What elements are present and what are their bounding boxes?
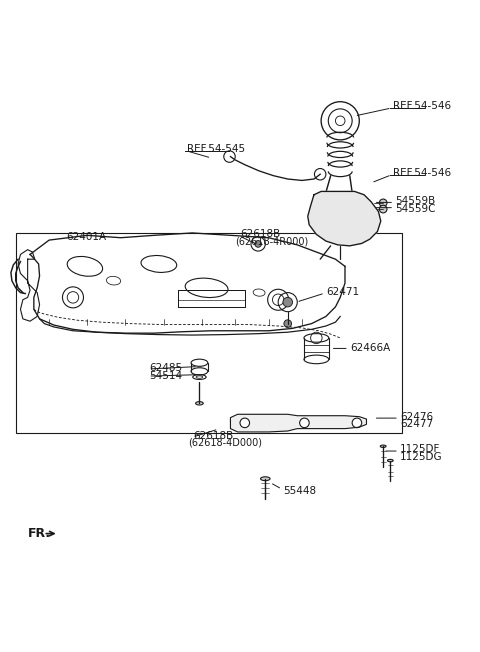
Circle shape: [283, 297, 292, 307]
Bar: [16, 233, 402, 434]
Circle shape: [240, 418, 250, 428]
Text: 54559B: 54559B: [395, 196, 435, 206]
Text: (62618-4R000): (62618-4R000): [235, 237, 309, 246]
Text: 62485: 62485: [149, 363, 182, 373]
Text: 62618B: 62618B: [240, 230, 280, 239]
Text: 55448: 55448: [283, 486, 316, 496]
Text: 62466A: 62466A: [350, 344, 390, 353]
Text: 1125DG: 1125DG: [400, 452, 443, 462]
Circle shape: [284, 319, 291, 327]
Text: 62618B: 62618B: [193, 431, 233, 441]
Ellipse shape: [387, 460, 393, 462]
Bar: [319, 192, 353, 201]
Text: REF.54-545: REF.54-545: [187, 145, 245, 155]
Circle shape: [255, 241, 262, 247]
Text: 54559C: 54559C: [395, 204, 435, 214]
Text: 1125DF: 1125DF: [400, 444, 440, 454]
Text: 54514: 54514: [149, 371, 182, 381]
Text: REF.54-546: REF.54-546: [393, 168, 451, 178]
Text: 62471: 62471: [326, 287, 359, 297]
Text: 62401A: 62401A: [66, 232, 106, 243]
Circle shape: [300, 418, 309, 428]
Text: REF.54-546: REF.54-546: [393, 102, 451, 111]
Ellipse shape: [196, 402, 203, 405]
Circle shape: [379, 199, 387, 207]
Ellipse shape: [261, 477, 270, 481]
Circle shape: [339, 214, 349, 224]
Text: 62476: 62476: [400, 411, 433, 422]
Circle shape: [335, 209, 354, 228]
Circle shape: [352, 418, 362, 428]
Ellipse shape: [380, 445, 386, 447]
Polygon shape: [308, 192, 381, 246]
Text: (62618-4D000): (62618-4D000): [189, 438, 263, 448]
Text: FR.: FR.: [28, 527, 51, 540]
Text: 62477: 62477: [400, 419, 433, 429]
Circle shape: [379, 205, 387, 213]
Polygon shape: [230, 414, 366, 432]
